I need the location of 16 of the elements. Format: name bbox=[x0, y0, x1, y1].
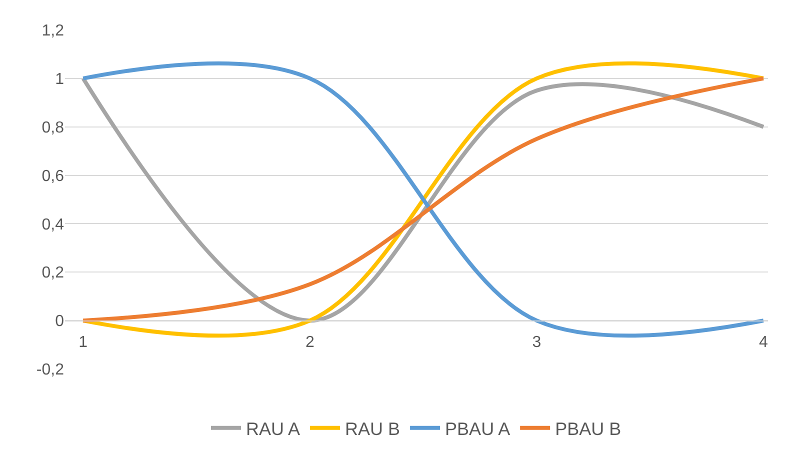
y-tick-label: 0 bbox=[55, 313, 64, 330]
legend-label: PBAU B bbox=[555, 418, 622, 439]
x-tick-label: 2 bbox=[305, 334, 314, 351]
y-tick-label: -0,2 bbox=[36, 362, 64, 379]
y-tick-label: 1,2 bbox=[42, 22, 64, 40]
y-tick-label: 0,8 bbox=[42, 119, 64, 136]
legend-label: PBAU A bbox=[445, 418, 510, 439]
y-tick-label: 0,6 bbox=[42, 168, 64, 185]
y-tick-label: 0,2 bbox=[42, 264, 64, 282]
y-tick-label: 1 bbox=[55, 71, 64, 88]
x-tick-label: 4 bbox=[759, 334, 768, 351]
legend-label: RAU A bbox=[246, 418, 300, 439]
legend-label: RAU B bbox=[345, 418, 400, 439]
x-tick-label: 3 bbox=[532, 334, 542, 351]
y-tick-label: 0,4 bbox=[42, 216, 64, 234]
x-tick-label: 1 bbox=[78, 334, 88, 351]
